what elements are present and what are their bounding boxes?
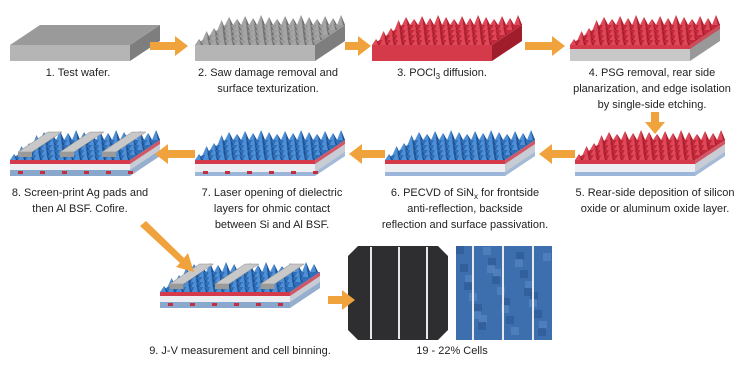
silver-pad — [215, 284, 229, 289]
grain — [524, 288, 532, 296]
step-label: 2. Saw damage removal and — [198, 67, 338, 79]
silver-pad — [170, 284, 184, 289]
contact-point — [40, 171, 45, 174]
grain — [543, 253, 551, 261]
silver-pad — [18, 152, 32, 157]
wafer-layer — [570, 45, 690, 49]
grain — [465, 275, 473, 283]
step-label: surface texturization. — [217, 83, 319, 95]
step-label: 7. Laser opening of dielectric — [202, 187, 343, 199]
contact-point — [203, 171, 208, 174]
silver-pad — [261, 284, 275, 289]
illustrations — [10, 15, 725, 340]
grain — [483, 247, 491, 255]
step-label: layers for ohmic contact — [214, 203, 330, 215]
arrow — [539, 144, 575, 164]
step-label: 5. Rear-side deposition of silicon — [576, 187, 735, 199]
grain — [473, 311, 481, 319]
wafer-layer — [575, 172, 695, 176]
grain — [460, 264, 468, 272]
grain — [525, 281, 533, 289]
contact-point — [269, 171, 274, 174]
wafer-layer — [10, 170, 130, 176]
grain — [464, 282, 472, 290]
contact-point — [225, 171, 230, 174]
wafer-layer — [195, 172, 315, 176]
contact-point — [212, 303, 217, 306]
contact-point — [84, 171, 89, 174]
arrow — [345, 36, 371, 56]
grain — [511, 327, 519, 335]
wafer-front — [10, 45, 130, 61]
step-label: anti-reflection, backside — [407, 203, 523, 215]
step-label: 4. PSG removal, rear side — [589, 67, 716, 79]
step-label: planarization, and edge isolation — [573, 83, 731, 95]
contact-point — [128, 171, 133, 174]
contact-point — [247, 171, 252, 174]
busbar — [426, 247, 428, 339]
grain — [488, 258, 496, 266]
text-segment: diffusion. — [440, 67, 487, 79]
grain — [520, 270, 528, 278]
busbar — [370, 247, 372, 339]
wafer-front — [372, 45, 492, 61]
contact-point — [278, 303, 283, 306]
contact-point — [106, 171, 111, 174]
step-label: by single-side etching. — [598, 99, 707, 111]
grain — [456, 246, 464, 254]
cells-label: 19 - 22% Cells — [416, 345, 488, 357]
contact-point — [62, 171, 67, 174]
wafer-layer — [160, 302, 290, 308]
silver-pad — [102, 152, 116, 157]
wafer-layer — [160, 292, 290, 296]
busbar — [398, 247, 400, 339]
grain — [516, 252, 524, 260]
text-segment: 6. PECVD of SiN — [391, 187, 474, 199]
grain — [539, 321, 547, 329]
text-segment: for frontside — [478, 187, 539, 199]
arrow — [349, 144, 385, 164]
wafer-layer — [385, 172, 505, 176]
step-label: 6. PECVD of SiNx for frontside — [391, 187, 539, 201]
contact-point — [190, 303, 195, 306]
arrow — [155, 144, 195, 164]
arrow — [645, 112, 665, 134]
grain — [487, 265, 495, 273]
step-label: 9. J-V measurement and cell binning. — [149, 345, 331, 357]
page: 1. Test wafer. 2. Saw damage removal and… — [0, 0, 744, 368]
busbar — [472, 246, 474, 340]
wafer-layer — [10, 160, 130, 164]
wafer-layer — [195, 160, 315, 164]
step-label: between Si and Al BSF. — [215, 219, 329, 231]
wafer-layer — [385, 160, 505, 164]
contact-point — [18, 171, 23, 174]
arrow — [525, 36, 565, 56]
grain — [474, 304, 482, 312]
contact-point — [291, 171, 296, 174]
grain — [534, 310, 542, 318]
grain — [478, 322, 486, 330]
text-segment: 3. POCl — [397, 67, 436, 79]
arrow — [140, 221, 194, 272]
step-label: oxide or aluminum oxide layer. — [581, 203, 730, 215]
step-label: 1. Test wafer. — [46, 67, 111, 79]
contact-point — [234, 303, 239, 306]
contact-point — [168, 303, 173, 306]
contact-point — [313, 171, 318, 174]
grain — [515, 259, 523, 267]
wafer-layer — [575, 160, 695, 164]
process-diagram: 1. Test wafer. 2. Saw damage removal and… — [0, 0, 744, 368]
step-label: then Al BSF. Cofire. — [32, 203, 127, 215]
step-label: 3. POCl3 diffusion. — [397, 67, 487, 81]
busbar — [502, 246, 504, 340]
grain — [492, 276, 500, 284]
contact-point — [256, 303, 261, 306]
grain — [538, 328, 546, 336]
wafer-front — [195, 45, 315, 61]
step-label: reflection and surface passivation. — [382, 219, 548, 231]
silver-pad — [60, 152, 74, 157]
step-label: 8. Screen-print Ag pads and — [12, 187, 148, 199]
grain — [506, 316, 514, 324]
busbar — [532, 246, 534, 340]
